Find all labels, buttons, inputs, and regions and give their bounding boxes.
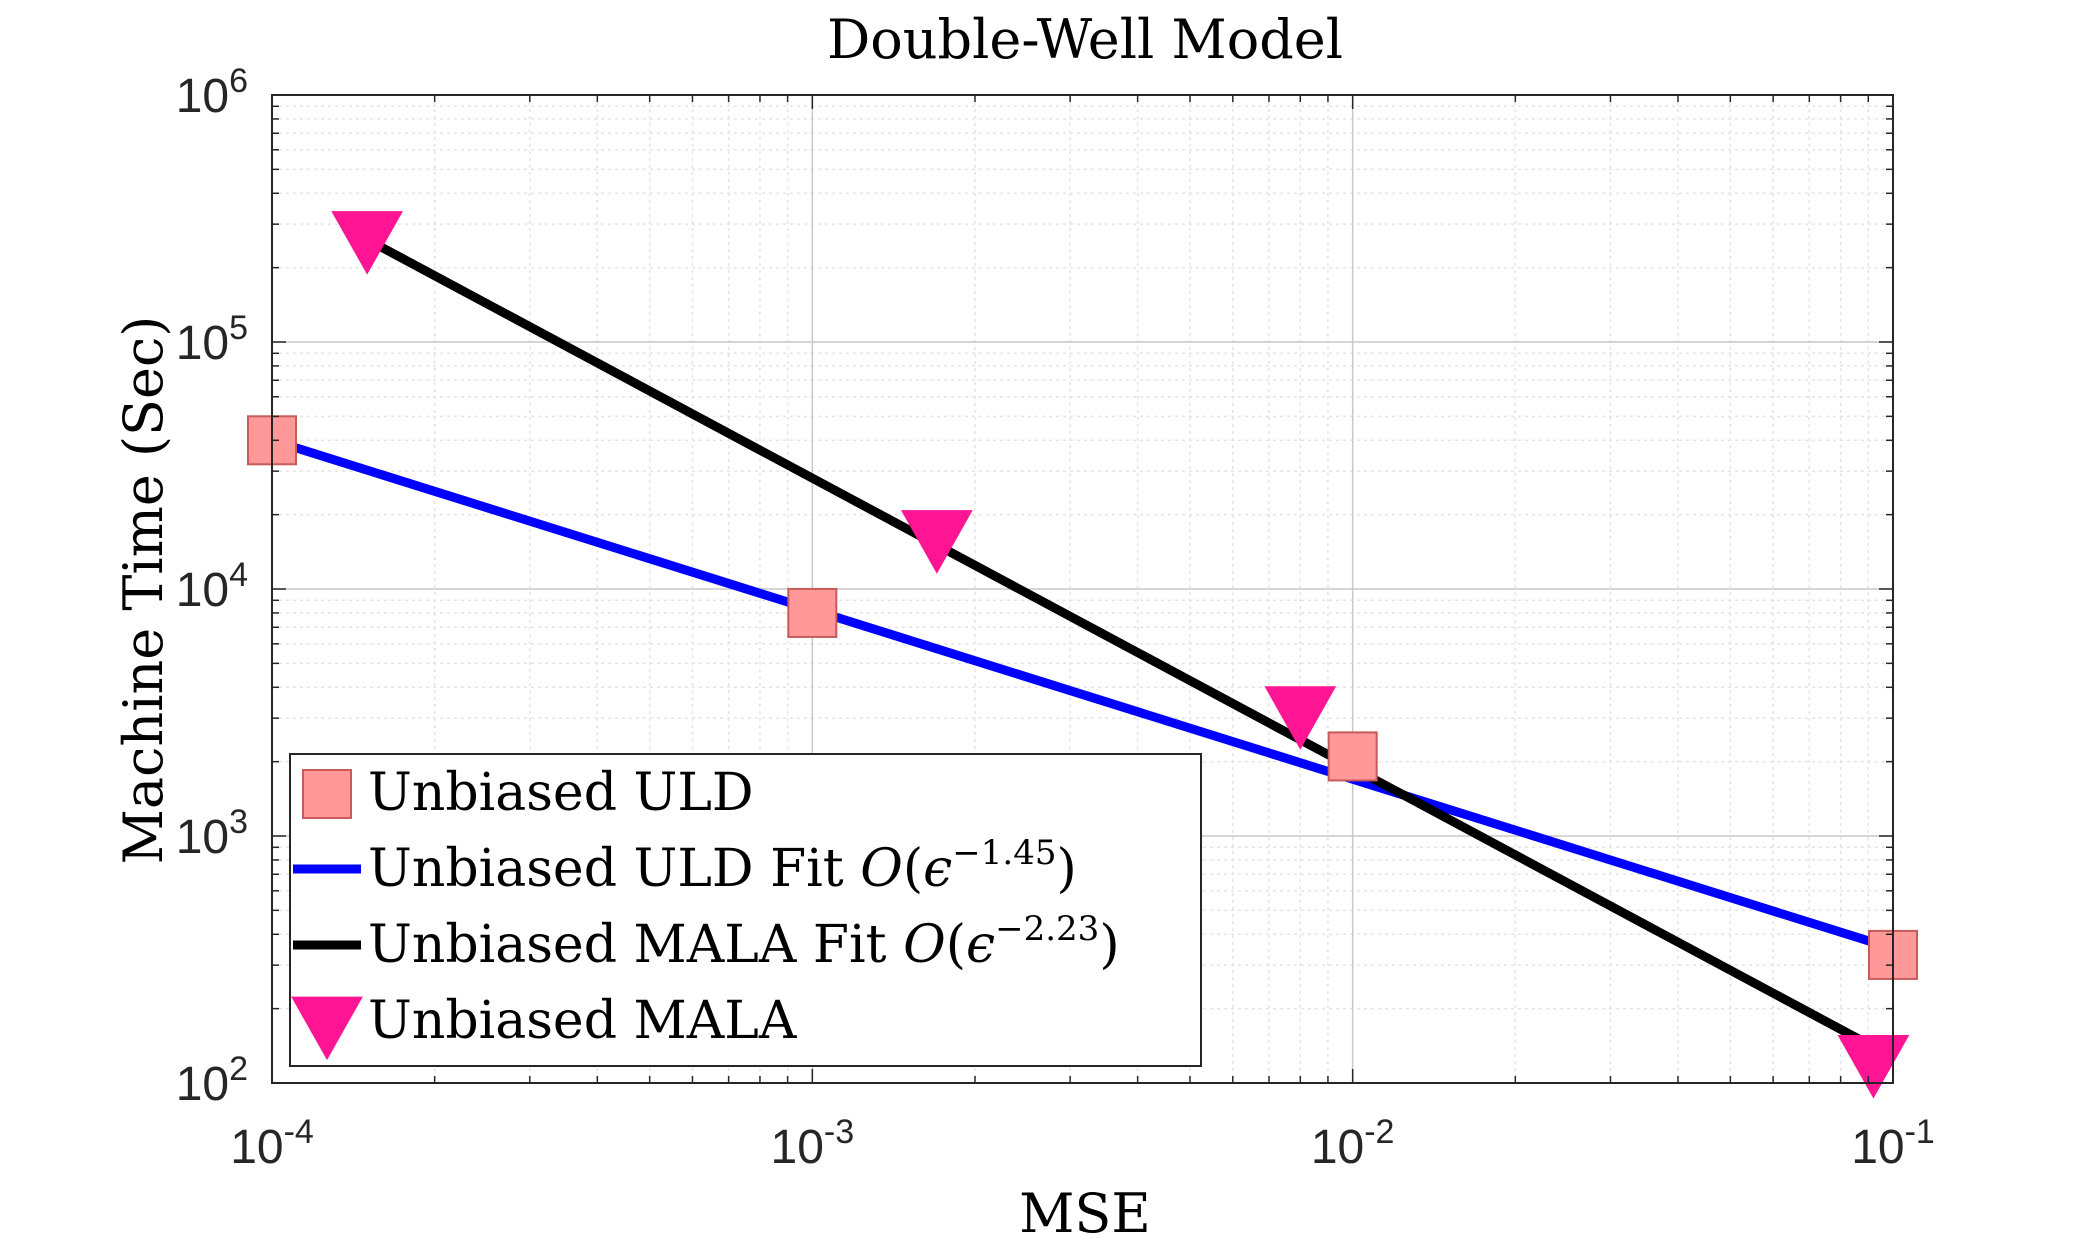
legend-epsilon: ϵ xyxy=(966,915,995,975)
legend-close-paren: ) xyxy=(1057,839,1077,899)
uld-square-marker xyxy=(1327,731,1378,782)
y-tick-label-base: 10 xyxy=(176,1058,229,1111)
x-axis-label: MSE xyxy=(1019,1182,1151,1245)
uld-square-marker xyxy=(787,587,838,638)
legend-open-paren: ( xyxy=(903,839,923,899)
y-tick-label-exponent: 6 xyxy=(229,62,248,100)
x-tick-label-exponent: -2 xyxy=(1364,1113,1394,1151)
y-tick-label-base: 10 xyxy=(176,811,229,864)
x-tick-label-exponent: -1 xyxy=(1905,1113,1935,1151)
legend-open-paren: ( xyxy=(946,915,966,975)
x-tick-label-base: 10 xyxy=(230,1121,283,1174)
uld-fit-line xyxy=(270,436,1895,953)
y-tick-label: 105 xyxy=(176,309,248,370)
x-tick-label-exponent: -3 xyxy=(824,1113,854,1151)
legend-entry-label: Unbiased MALA Fit O(ϵ−2.23) xyxy=(368,909,1120,975)
mala-fit-line xyxy=(364,235,1876,1051)
chart-title: Double-Well Model xyxy=(827,8,1343,71)
legend-entry-label: Unbiased MALA xyxy=(368,991,798,1051)
legend-entry-label: Unbiased ULD Fit O(ϵ−1.45) xyxy=(368,833,1077,899)
x-tick-label-exponent: -4 xyxy=(284,1113,314,1151)
legend-close-paren: ) xyxy=(1099,915,1119,975)
y-tick-label: 104 xyxy=(176,556,248,617)
y-tick-label-base: 10 xyxy=(176,564,229,617)
legend-entry-prefix: Unbiased ULD Fit xyxy=(368,839,860,899)
legend-exponent: −1.45 xyxy=(952,833,1056,873)
legend-entry-label: Unbiased ULD xyxy=(368,763,754,823)
y-tick-label-exponent: 2 xyxy=(229,1050,248,1088)
y-tick-label-exponent: 5 xyxy=(229,309,248,347)
legend-big-o: O xyxy=(860,839,903,899)
legend-exponent: −2.23 xyxy=(995,909,1099,949)
x-tick-label: 10-4 xyxy=(230,1113,314,1174)
x-tick-label-base: 10 xyxy=(1851,1121,1904,1174)
x-tick-label: 10-3 xyxy=(771,1113,855,1174)
y-tick-label-base: 10 xyxy=(176,317,229,370)
y-tick-label-exponent: 4 xyxy=(229,556,248,594)
mala-triangle-marker xyxy=(1837,1035,1910,1099)
legend-square-symbol xyxy=(302,769,352,819)
y-tick-label: 102 xyxy=(176,1050,248,1111)
mala-triangle-marker xyxy=(1264,686,1337,750)
legend-epsilon: ϵ xyxy=(923,839,952,899)
y-axis-label: Machine Time (Sec) xyxy=(112,316,175,865)
legend-entry-prefix: Unbiased MALA Fit xyxy=(368,915,903,975)
mala-triangle-marker xyxy=(331,211,404,275)
x-tick-label: 10-2 xyxy=(1311,1113,1395,1174)
y-tick-label: 103 xyxy=(176,803,248,864)
y-tick-label: 106 xyxy=(176,62,248,123)
legend-box xyxy=(289,753,1202,1067)
legend-triangle-symbol xyxy=(291,996,363,1061)
axes xyxy=(271,94,1894,1084)
y-tick-label-base: 10 xyxy=(176,70,229,123)
x-tick-label: 10-1 xyxy=(1851,1113,1935,1174)
x-tick-label-base: 10 xyxy=(771,1121,824,1174)
x-tick-label-base: 10 xyxy=(1311,1121,1364,1174)
y-tick-label-exponent: 3 xyxy=(229,803,248,841)
legend-big-o: O xyxy=(903,915,946,975)
mala-triangle-marker xyxy=(900,510,973,574)
